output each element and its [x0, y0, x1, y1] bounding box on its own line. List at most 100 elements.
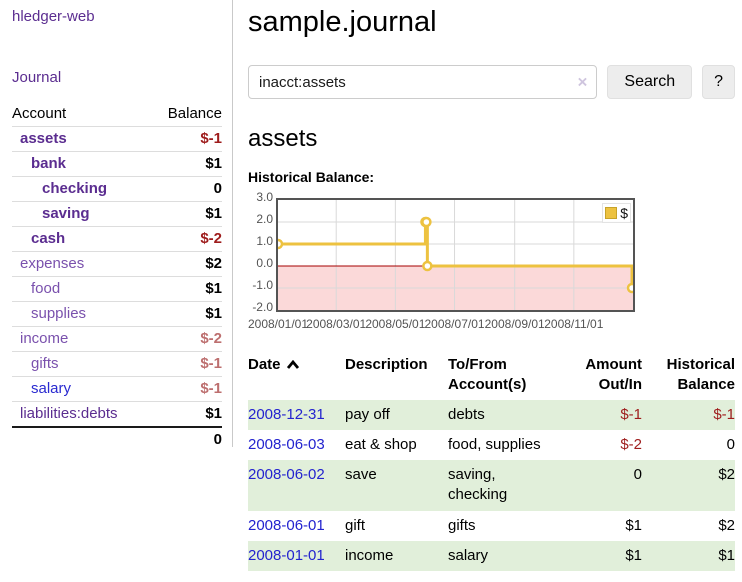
chart-title: Historical Balance: — [248, 169, 375, 185]
account-balance: $2 — [150, 251, 222, 277]
date-column-label: Date — [248, 356, 281, 373]
accounts-column-header: To/From Account(s) — [448, 351, 560, 400]
sidebar: hledger-web Journal Account Balance asse… — [0, 0, 233, 452]
accounts-column-line1: To/From — [448, 356, 507, 373]
account-row: salary $-1 — [12, 376, 222, 402]
transaction-date-link[interactable]: 2008-01-01 — [248, 546, 325, 564]
account-row: cash $-2 — [12, 226, 222, 252]
legend-label: $ — [620, 205, 628, 221]
y-axis-tick: 3.0 — [256, 190, 273, 204]
accounts-header-row: Account Balance — [12, 102, 222, 127]
account-balance: $-1 — [150, 351, 222, 377]
account-row: assets $-1 — [12, 126, 222, 152]
transaction-amount: $1 — [625, 546, 642, 564]
register-table: Date Description To/From Account(s) Amou… — [248, 351, 735, 571]
account-balance: $1 — [150, 151, 222, 177]
account-link-assets[interactable]: assets — [20, 130, 67, 147]
balance-column-header-register: Historical Balance — [642, 351, 735, 400]
date-column-header[interactable]: Date — [248, 351, 345, 400]
transaction-accounts: debts — [448, 405, 485, 423]
account-row: food $1 — [12, 276, 222, 302]
accounts-column-line2: Account(s) — [448, 376, 527, 394]
transaction-row: 2008-06-02 save saving, checking 0 $2 — [248, 460, 735, 511]
balance-column-line1: Historical — [666, 356, 735, 373]
transaction-row: 2008-01-01 income salary $1 $1 — [248, 540, 735, 571]
transaction-row: 2008-06-03 eat & shop food, supplies $-2… — [248, 430, 735, 460]
x-axis-tick: 2008/05/01 — [365, 317, 426, 331]
main-content: sample.journal × Search ? assets Histori… — [248, 0, 742, 571]
transaction-balance: $2 — [718, 516, 735, 534]
account-row: supplies $1 — [12, 301, 222, 327]
sort-ascending-icon — [286, 360, 300, 370]
account-link-bank[interactable]: bank — [31, 155, 67, 172]
transaction-date-link[interactable]: 2008-06-01 — [248, 516, 325, 534]
transaction-balance: 0 — [726, 435, 735, 453]
y-axis-tick: 2.0 — [256, 212, 273, 226]
account-balance: $1 — [150, 276, 222, 302]
search-input[interactable] — [248, 65, 598, 99]
transaction-description: income — [345, 546, 394, 564]
account-link-expenses[interactable]: expenses — [20, 255, 85, 272]
clear-search-icon[interactable]: × — [577, 72, 588, 92]
transaction-accounts: saving, checking — [448, 466, 508, 504]
account-link-checking[interactable]: checking — [42, 180, 108, 197]
account-balance: $-1 — [150, 126, 222, 152]
transaction-description: gift — [345, 516, 366, 534]
x-axis-tick: 2008/07/01 — [424, 317, 485, 331]
transaction-description: save — [345, 466, 377, 483]
chart-legend: $ — [602, 203, 631, 223]
transaction-date-link[interactable]: 2008-06-03 — [248, 435, 325, 453]
transaction-row: 2008-12-31 pay off debts $-1 $-1 — [248, 399, 735, 430]
account-balance: $-2 — [150, 326, 222, 352]
search-box: × — [248, 65, 598, 99]
transaction-description: eat & shop — [345, 435, 417, 453]
transaction-accounts: food, supplies — [448, 435, 541, 453]
account-link-cash[interactable]: cash — [31, 230, 66, 247]
help-button[interactable]: ? — [702, 65, 735, 99]
account-row: saving $1 — [12, 201, 222, 227]
transaction-date-link[interactable]: 2008-06-02 — [248, 466, 325, 483]
historical-balance-chart: $3.0 2.0 1.0 0.0 -1.0 -2.0 2008/01/01 2008/03/0… — [248, 190, 735, 335]
y-axis-tick: -1.0 — [252, 278, 273, 292]
account-link-food[interactable]: food — [31, 280, 61, 297]
transaction-accounts: salary — [448, 546, 489, 564]
transaction-accounts: gifts — [448, 516, 476, 534]
transaction-amount: $-1 — [620, 405, 642, 423]
account-row: checking 0 — [12, 176, 222, 202]
account-balance: 0 — [150, 176, 222, 202]
account-link-gifts[interactable]: gifts — [31, 355, 59, 372]
transaction-balance: $1 — [718, 546, 735, 564]
amount-column-header: Amount Out/In — [560, 351, 642, 400]
account-link-saving[interactable]: saving — [42, 205, 90, 222]
transaction-amount: $1 — [625, 516, 642, 534]
x-axis-tick: 2008/11/01 — [544, 317, 604, 331]
plot-area: $ — [276, 198, 635, 312]
transaction-amount: 0 — [633, 466, 642, 483]
account-row: bank $1 — [12, 151, 222, 177]
transaction-date-link[interactable]: 2008-12-31 — [248, 405, 325, 423]
accounts-table: Account Balance assets $-1 bank $1 check… — [12, 102, 222, 452]
account-link-supplies[interactable]: supplies — [31, 305, 87, 322]
transaction-balance: $-1 — [713, 405, 735, 423]
accounts-total-balance: 0 — [150, 426, 222, 452]
search-button[interactable]: Search — [607, 65, 693, 99]
y-axis-tick: 0.0 — [256, 256, 273, 270]
account-balance: $1 — [150, 301, 222, 327]
transaction-row: 2008-06-01 gift gifts $1 $2 — [248, 511, 735, 541]
legend-swatch-icon — [605, 207, 618, 219]
account-link-income[interactable]: income — [20, 330, 69, 347]
account-page-title: assets — [248, 125, 318, 152]
amount-column-line1: Amount — [585, 356, 642, 373]
x-axis-tick: 2008/09/01 — [484, 317, 545, 331]
nav-journal-link[interactable]: Journal — [12, 69, 62, 86]
account-link-liabilities-debts[interactable]: liabilities:debts — [20, 405, 118, 422]
description-column-header: Description — [345, 356, 428, 373]
account-link-salary[interactable]: salary — [31, 380, 72, 397]
transaction-balance: $2 — [718, 466, 735, 483]
account-balance: $1 — [150, 401, 222, 427]
app-title-link[interactable]: hledger-web — [12, 8, 95, 25]
account-balance: $1 — [150, 201, 222, 227]
balance-column-header: Balance — [167, 105, 222, 122]
account-row: income $-2 — [12, 326, 222, 352]
account-row: gifts $-1 — [12, 351, 222, 377]
